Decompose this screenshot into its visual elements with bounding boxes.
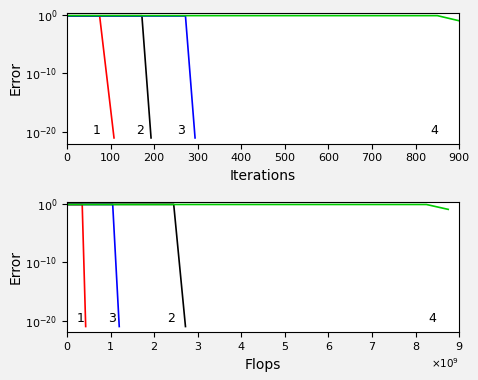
- Text: 3: 3: [177, 124, 185, 137]
- Text: 2: 2: [136, 124, 144, 137]
- Text: $\times10^9$: $\times10^9$: [431, 356, 459, 370]
- Text: 1: 1: [92, 124, 100, 137]
- X-axis label: Iterations: Iterations: [230, 169, 296, 183]
- Text: 4: 4: [429, 312, 436, 325]
- Text: 3: 3: [109, 312, 116, 325]
- Y-axis label: Error: Error: [8, 250, 22, 284]
- Y-axis label: Error: Error: [8, 62, 22, 95]
- Text: 1: 1: [76, 312, 85, 325]
- Text: 4: 4: [431, 124, 439, 137]
- Text: 2: 2: [167, 312, 175, 325]
- X-axis label: Flops: Flops: [245, 358, 281, 372]
